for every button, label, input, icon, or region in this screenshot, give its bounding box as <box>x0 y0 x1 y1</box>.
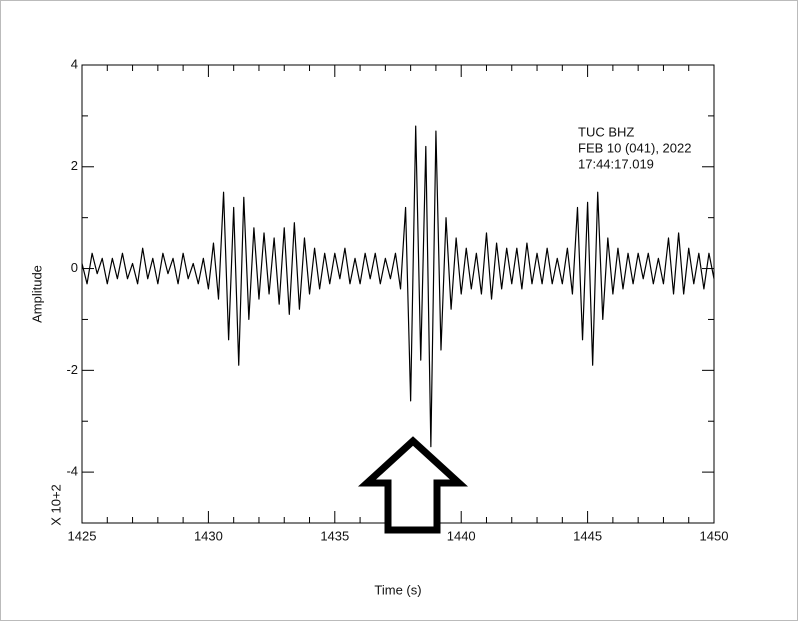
y-multiplier: X 10+2 <box>48 484 63 526</box>
x-axis-label: Time (s) <box>374 582 421 597</box>
x-tick-label: 1440 <box>447 528 476 543</box>
annotation: 17:44:17.019 <box>578 156 654 171</box>
annotation: FEB 10 (041), 2022 <box>578 140 691 155</box>
waveform <box>81 125 715 448</box>
annotation: TUC BHZ <box>578 124 634 139</box>
x-tick-label: 1425 <box>68 528 97 543</box>
y-axis-label: Amplitude <box>29 265 44 323</box>
x-tick-label: 1445 <box>573 528 602 543</box>
x-tick-label: 1435 <box>320 528 349 543</box>
x-tick-label: 1450 <box>700 528 729 543</box>
plot: 1425 1430 1435 1440 1445 1450 -4 -2 0 2 4 <box>66 56 728 543</box>
y-tick-label: -4 <box>66 464 78 479</box>
y-tick-label: 2 <box>71 158 78 173</box>
y-tick-label: 4 <box>71 56 78 71</box>
arrow <box>357 436 469 534</box>
y-tick-label: 0 <box>71 260 78 275</box>
y-tick-label: -2 <box>66 362 78 377</box>
x-tick-label: 1430 <box>194 528 223 543</box>
